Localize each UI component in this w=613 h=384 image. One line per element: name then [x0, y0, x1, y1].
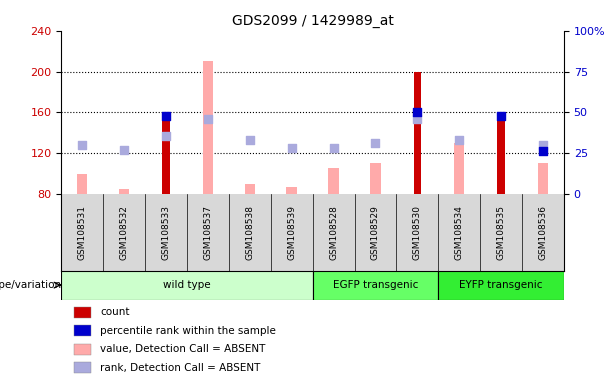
Bar: [438, 271, 564, 300]
Bar: [454, 143, 465, 194]
Text: percentile rank within the sample: percentile rank within the sample: [100, 326, 276, 336]
Text: GSM108530: GSM108530: [413, 205, 422, 260]
Text: GSM108531: GSM108531: [78, 205, 87, 260]
Point: [370, 140, 380, 146]
Point: [329, 145, 338, 151]
Point: [454, 137, 464, 143]
Point: [287, 145, 297, 151]
Bar: [538, 163, 548, 194]
Text: rank, Detection Call = ABSENT: rank, Detection Call = ABSENT: [100, 363, 261, 373]
Text: EGFP transgenic: EGFP transgenic: [333, 280, 418, 290]
Point: [538, 149, 548, 155]
Point: [161, 113, 171, 119]
Point: [538, 142, 548, 148]
Text: value, Detection Call = ABSENT: value, Detection Call = ABSENT: [100, 344, 265, 354]
Point: [497, 113, 506, 119]
Text: GSM108532: GSM108532: [120, 205, 129, 260]
Text: GSM108537: GSM108537: [204, 205, 213, 260]
Bar: [497, 112, 505, 194]
Bar: [74, 325, 91, 336]
Point: [413, 109, 422, 115]
Bar: [162, 121, 170, 194]
Title: GDS2099 / 1429989_at: GDS2099 / 1429989_at: [232, 14, 394, 28]
Point: [413, 116, 422, 122]
Text: wild type: wild type: [163, 280, 211, 290]
Bar: [245, 184, 255, 194]
Bar: [370, 163, 381, 194]
Text: EYFP transgenic: EYFP transgenic: [459, 280, 543, 290]
Bar: [74, 362, 91, 373]
Bar: [203, 61, 213, 194]
Bar: [313, 271, 438, 300]
Bar: [61, 271, 313, 300]
Text: count: count: [100, 307, 129, 317]
Text: GSM108535: GSM108535: [497, 205, 506, 260]
Bar: [414, 71, 421, 194]
Point: [77, 142, 87, 148]
Text: GSM108539: GSM108539: [287, 205, 296, 260]
Bar: [74, 344, 91, 355]
Text: genotype/variation: genotype/variation: [0, 280, 62, 290]
Bar: [119, 189, 129, 194]
Point: [203, 116, 213, 122]
Bar: [286, 187, 297, 194]
Point: [119, 147, 129, 153]
Bar: [74, 307, 91, 318]
Text: GSM108529: GSM108529: [371, 205, 380, 260]
Text: GSM108536: GSM108536: [538, 205, 547, 260]
Text: GSM108534: GSM108534: [455, 205, 464, 260]
Text: GSM108538: GSM108538: [245, 205, 254, 260]
Point: [245, 137, 255, 143]
Bar: [329, 169, 339, 194]
Bar: [77, 174, 88, 194]
Text: GSM108528: GSM108528: [329, 205, 338, 260]
Text: GSM108533: GSM108533: [161, 205, 170, 260]
Point: [161, 133, 171, 139]
